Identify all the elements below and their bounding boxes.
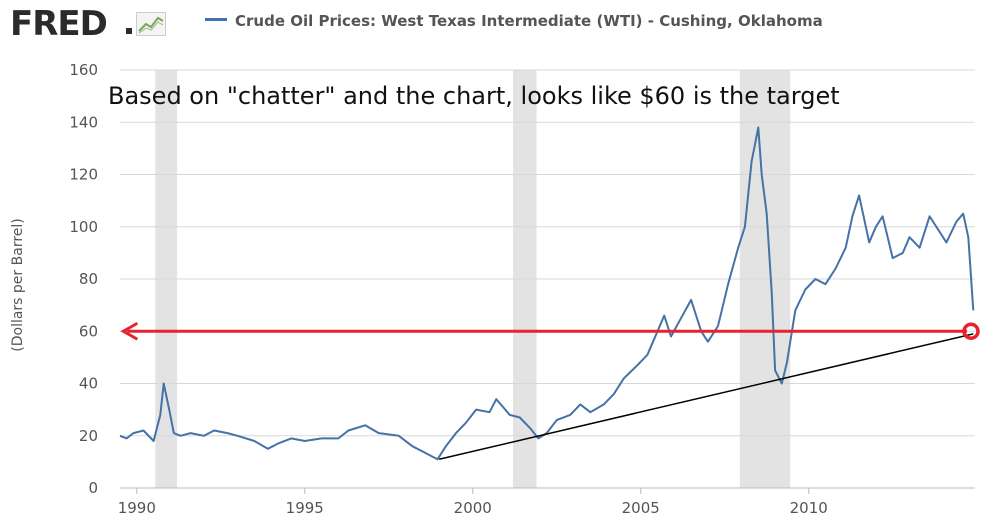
y-axis-ticks: 0 20 40 60 80 100 120 140 160: [69, 61, 98, 497]
annotation-overlays: [120, 321, 980, 460]
fred-logo-text: FRED: [10, 4, 108, 44]
fred-logo[interactable]: FRED: [10, 4, 108, 44]
series-layer: [119, 126, 975, 461]
x-tick-label-1995: 1995: [286, 499, 324, 517]
x-tick-label-2000: 2000: [454, 499, 492, 517]
x-tick-label-2010: 2010: [790, 499, 828, 517]
y-tick-label-100: 100: [69, 218, 98, 236]
y-tick-label-0: 0: [88, 479, 98, 497]
trend-line-chart-icon: [136, 12, 166, 36]
target-marker: [962, 322, 980, 340]
y-tick-label-160: 160: [69, 61, 98, 79]
y-tick-label-20: 20: [79, 427, 98, 445]
fred-logo-dot: [126, 28, 132, 34]
target-arrow-head: [120, 321, 139, 341]
x-tick-label-2005: 2005: [622, 499, 660, 517]
legend-swatch: [205, 18, 227, 21]
y-tick-label-80: 80: [79, 270, 98, 288]
y-tick-label-120: 120: [69, 166, 98, 184]
trend-line: [438, 333, 974, 460]
y-tick-label-40: 40: [79, 375, 98, 393]
y-tick-label-140: 140: [69, 113, 98, 131]
chart-legend[interactable]: Crude Oil Prices: West Texas Intermediat…: [205, 12, 823, 30]
x-axis-ticks: 1990 1995 2000 2005 2010: [118, 488, 828, 517]
chart-annotation: Based on "chatter" and the chart, looks …: [108, 82, 840, 110]
legend-label: Crude Oil Prices: West Texas Intermediat…: [235, 12, 823, 30]
y-tick-label-60: 60: [79, 322, 98, 340]
x-tick-label-1990: 1990: [118, 499, 156, 517]
series-line-0: [119, 126, 975, 461]
